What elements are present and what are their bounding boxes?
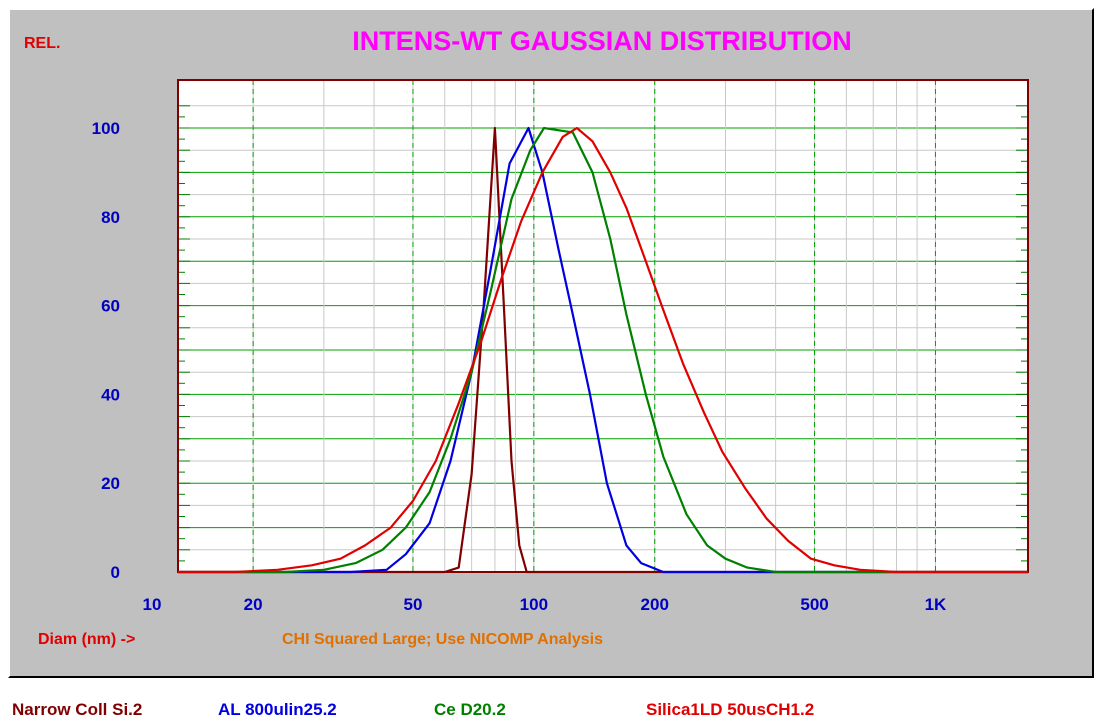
chart-panel: REL. INTENS-WT GAUSSIAN DISTRIBUTION 0 20… [8, 8, 1094, 678]
y-tick-label: 20 [101, 474, 120, 493]
chart-svg: REL. INTENS-WT GAUSSIAN DISTRIBUTION 0 20… [24, 26, 1029, 648]
series-line-0 [178, 126, 1028, 574]
x-tick-label: 100 [520, 595, 548, 614]
x-tick-label: 1K [925, 595, 947, 614]
series-line-3 [178, 126, 1028, 574]
legend: Narrow Coll Si.2 AL 800ulin25.2 Ce D20.2… [0, 690, 1108, 725]
chart-title: INTENS-WT GAUSSIAN DISTRIBUTION [352, 26, 852, 56]
x-tick-label: 10 [143, 595, 162, 614]
chart-note: CHI Squared Large; Use NICOMP Analysis [282, 631, 603, 648]
series-line-1 [178, 126, 1028, 574]
plot-area [178, 80, 1028, 572]
legend-item: Silica1LD 50usCH1.2 [646, 700, 815, 719]
series-line-2 [178, 126, 1028, 574]
x-tick-label: 20 [244, 595, 263, 614]
y-axis-label: REL. [24, 35, 60, 52]
legend-item: Ce D20.2 [434, 700, 506, 719]
x-axis-label: Diam (nm) -> [38, 631, 135, 648]
legend-item: Narrow Coll Si.2 [12, 700, 143, 719]
x-tick-label: 500 [800, 595, 828, 614]
x-tick-label: 50 [403, 595, 422, 614]
y-tick-label: 60 [101, 297, 120, 316]
y-tick-label: 80 [101, 208, 120, 227]
y-tick-label: 100 [92, 119, 120, 138]
y-tick-label: 0 [111, 563, 120, 582]
legend-item: AL 800ulin25.2 [218, 700, 337, 719]
x-tick-label: 200 [641, 595, 669, 614]
y-tick-label: 40 [101, 385, 120, 404]
